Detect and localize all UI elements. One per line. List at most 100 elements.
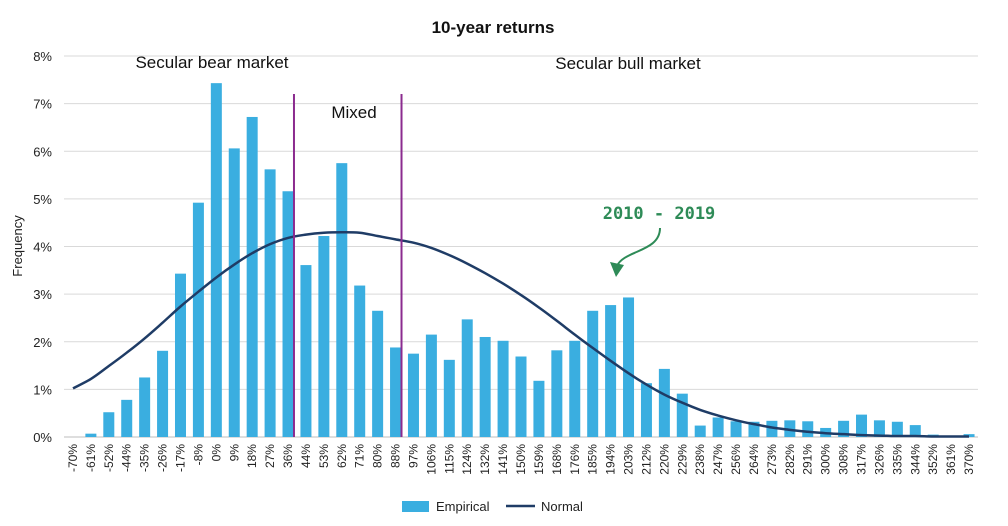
bar-empirical	[658, 368, 670, 437]
x-tick-label: -26%	[156, 444, 170, 472]
x-tick-label: 335%	[890, 444, 904, 475]
legend-label-empirical: Empirical	[436, 499, 490, 514]
bar-empirical	[479, 336, 491, 437]
bar-empirical	[497, 340, 509, 437]
bar-empirical	[587, 310, 599, 437]
x-tick-label: 203%	[622, 444, 636, 475]
y-tick-labels: 0% 1% 2% 3% 4% 5% 6% 7% 8%	[33, 49, 52, 445]
bar-empirical	[390, 347, 402, 437]
bar-empirical	[139, 377, 151, 437]
bar-empirical	[372, 310, 384, 437]
x-tick-label: -8%	[191, 444, 205, 466]
x-tick-label: 185%	[586, 444, 600, 475]
x-tick-label: 44%	[299, 444, 313, 468]
x-tick-label: -52%	[102, 444, 116, 472]
bar-empirical	[694, 425, 706, 437]
bar-empirical	[174, 273, 186, 437]
x-tick-label: 80%	[371, 444, 385, 468]
x-tick-label: 352%	[926, 444, 940, 475]
x-tick-label: 264%	[747, 444, 761, 475]
bar-empirical	[515, 356, 527, 437]
x-tick-labels: -70% -61% -52% -44% -35% -26% -17% -8% 0% 9% 18% 27…	[66, 444, 976, 475]
x-tick-label: 150%	[514, 444, 528, 475]
bar-empirical	[551, 350, 563, 437]
x-tick-label: 36%	[281, 444, 295, 468]
x-tick-label: 212%	[639, 444, 653, 475]
bar-empirical	[425, 334, 437, 437]
y-tick-label: 5%	[33, 192, 52, 207]
annotation-arrow	[616, 227, 661, 267]
x-tick-label: 344%	[908, 444, 922, 475]
bar-empirical	[121, 399, 133, 437]
x-tick-label: 141%	[496, 444, 510, 475]
y-tick-label: 2%	[33, 335, 52, 350]
bar-empirical	[569, 340, 581, 437]
bar-empirical	[336, 163, 348, 437]
x-tick-label: -61%	[84, 444, 98, 472]
x-tick-label: 326%	[872, 444, 886, 475]
x-tick-label: 291%	[801, 444, 815, 475]
bar-empirical	[443, 359, 455, 437]
y-tick-label: 0%	[33, 430, 52, 445]
bar-empirical	[157, 350, 169, 437]
x-tick-label: 53%	[317, 444, 331, 468]
bar-empirical	[318, 236, 330, 437]
region-label-bull: Secular bull market	[555, 54, 701, 73]
chart-title: 10-year returns	[432, 18, 555, 37]
bar-empirical	[909, 425, 921, 437]
bar-empirical	[873, 420, 885, 437]
x-tick-label: 159%	[532, 444, 546, 475]
x-tick-label: 132%	[478, 444, 492, 475]
y-tick-label: 7%	[33, 97, 52, 112]
bar-empirical	[802, 421, 814, 437]
x-tick-label: 282%	[783, 444, 797, 475]
x-tick-label: 97%	[406, 444, 420, 468]
legend: Empirical Normal	[402, 499, 583, 514]
x-tick-label: 194%	[604, 444, 618, 475]
bar-empirical	[300, 265, 312, 437]
x-tick-label: 115%	[442, 444, 456, 474]
x-tick-label: 256%	[729, 444, 743, 475]
bar-empirical	[461, 319, 473, 437]
bar-empirical	[766, 420, 778, 437]
x-tick-label: 9%	[227, 444, 241, 462]
bar-empirical	[407, 353, 419, 437]
x-tick-label: 308%	[837, 444, 851, 475]
y-tick-label: 4%	[33, 240, 52, 255]
bar-empirical	[605, 305, 617, 437]
x-tick-label: 220%	[657, 444, 671, 475]
x-tick-label: 88%	[389, 444, 403, 468]
x-tick-label: 124%	[460, 444, 474, 475]
bar-empirical	[85, 433, 97, 437]
bar-empirical	[264, 169, 276, 437]
y-tick-label: 6%	[33, 144, 52, 159]
x-tick-label: 0%	[209, 444, 223, 462]
x-tick-label: 317%	[855, 444, 869, 475]
x-tick-label: -44%	[120, 444, 134, 472]
bar-empirical	[282, 191, 294, 437]
x-tick-label: 361%	[944, 444, 958, 475]
series-line-normal	[72, 230, 969, 438]
y-tick-label: 1%	[33, 382, 52, 397]
x-tick-label: 229%	[675, 444, 689, 475]
annotation-2010-2019: 2010 - 2019	[603, 204, 716, 224]
x-tick-label: 106%	[424, 444, 438, 475]
x-tick-label: 18%	[245, 444, 259, 468]
x-tick-label: 71%	[353, 444, 367, 468]
x-tick-label: 370%	[962, 444, 976, 475]
region-label-bear: Secular bear market	[135, 53, 288, 72]
x-tick-label: 300%	[819, 444, 833, 475]
bar-empirical	[712, 417, 724, 437]
bar-empirical	[228, 148, 240, 437]
bar-empirical	[192, 202, 204, 437]
x-tick-label: -17%	[173, 444, 187, 472]
legend-label-normal: Normal	[541, 499, 583, 514]
bar-empirical	[623, 297, 635, 437]
bar-empirical	[103, 412, 115, 437]
bar-empirical	[676, 393, 688, 437]
bar-empirical	[246, 116, 258, 438]
y-tick-label: 3%	[33, 287, 52, 302]
region-label-mixed: Mixed	[331, 103, 376, 122]
x-tick-label: 176%	[568, 444, 582, 475]
